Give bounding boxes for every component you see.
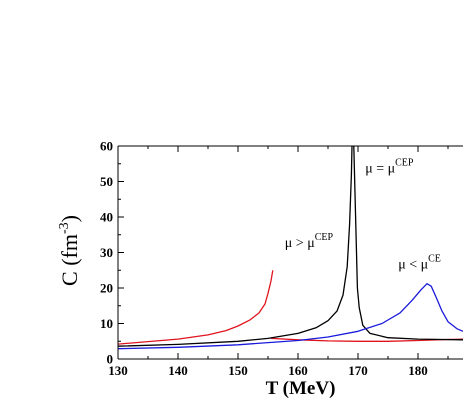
y-tick-label: 60 — [100, 139, 113, 154]
y-tick-label: 10 — [100, 316, 113, 331]
x-tick-label: 150 — [228, 363, 248, 378]
annotations: μ = μCEP μ > μCEP μ < μCE — [285, 158, 441, 273]
series-clip-group — [118, 146, 463, 350]
annotation-label: μ > μCEP — [285, 232, 334, 251]
x-tick-label: 160 — [288, 363, 308, 378]
series-line — [353, 146, 463, 341]
y-tick-label: 40 — [100, 210, 113, 225]
axes: 130 140 150 160 170 180 0 10 20 30 40 50 60 T (MeV) C … — [57, 139, 463, 399]
series-layer — [118, 146, 463, 350]
x-axis-title: T (MeV) — [266, 378, 336, 399]
series-line — [118, 270, 274, 345]
series-line — [118, 146, 353, 347]
x-tick-label: 170 — [348, 363, 368, 378]
annotation-label: μ = μCEP — [365, 158, 414, 177]
series-line — [118, 283, 463, 350]
annotation-label: μ < μCE — [398, 253, 441, 272]
x-tick-label: 140 — [168, 363, 188, 378]
y-tick-label: 30 — [100, 245, 113, 260]
y-tick-label: 50 — [100, 174, 113, 189]
x-tick-label: 130 — [108, 363, 128, 378]
x-tick-label: 180 — [408, 363, 428, 378]
y-tick-label: 0 — [107, 352, 114, 367]
y-axis-title: C (fm-3) — [57, 215, 82, 286]
y-tick-label: 20 — [100, 281, 113, 296]
